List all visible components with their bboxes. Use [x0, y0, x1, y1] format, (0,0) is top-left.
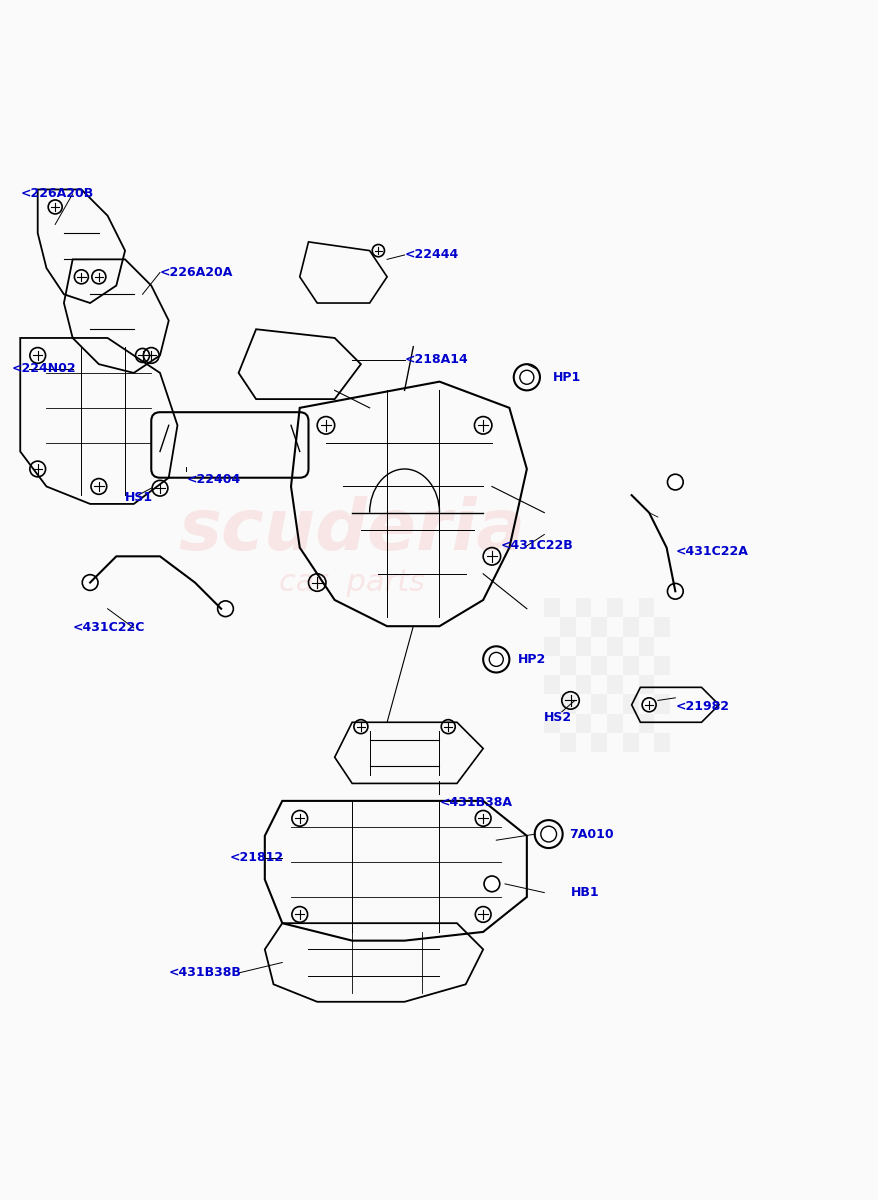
Bar: [591, 618, 607, 637]
Text: <224N02: <224N02: [11, 362, 76, 376]
Bar: [607, 637, 623, 656]
Text: HP1: HP1: [552, 371, 580, 384]
Circle shape: [519, 371, 533, 384]
Bar: [638, 714, 653, 733]
Text: <431C22C: <431C22C: [73, 622, 145, 635]
Text: <431C22A: <431C22A: [674, 546, 747, 558]
Bar: [543, 714, 559, 733]
Circle shape: [489, 653, 503, 666]
Bar: [559, 618, 575, 637]
Bar: [623, 695, 638, 714]
Bar: [559, 695, 575, 714]
Text: car  parts: car parts: [279, 568, 425, 598]
Text: scuderia: scuderia: [178, 496, 525, 565]
Bar: [653, 733, 669, 752]
Bar: [623, 733, 638, 752]
Bar: [638, 676, 653, 695]
Text: HS2: HS2: [543, 712, 572, 725]
Bar: [543, 637, 559, 656]
Bar: [575, 714, 591, 733]
Circle shape: [666, 474, 682, 490]
Bar: [607, 714, 623, 733]
Bar: [543, 676, 559, 695]
Bar: [543, 599, 559, 618]
Text: HB1: HB1: [570, 886, 599, 899]
Bar: [591, 656, 607, 676]
Circle shape: [666, 583, 682, 599]
Bar: [607, 676, 623, 695]
Bar: [653, 656, 669, 676]
Text: <226A20B: <226A20B: [20, 187, 93, 200]
Bar: [559, 733, 575, 752]
Text: <226A20A: <226A20A: [160, 266, 233, 278]
Circle shape: [484, 876, 500, 892]
Text: <431B38B: <431B38B: [169, 966, 241, 979]
Text: <22444: <22444: [404, 248, 458, 262]
Bar: [638, 599, 653, 618]
Text: 7A010: 7A010: [568, 828, 613, 840]
Bar: [591, 733, 607, 752]
Bar: [559, 656, 575, 676]
Circle shape: [218, 601, 233, 617]
Bar: [591, 695, 607, 714]
Circle shape: [540, 827, 556, 842]
Text: <22404: <22404: [186, 473, 241, 486]
Circle shape: [83, 575, 97, 590]
Bar: [575, 676, 591, 695]
Text: <431C22B: <431C22B: [500, 539, 572, 552]
Bar: [575, 637, 591, 656]
Text: <218A14: <218A14: [404, 353, 468, 366]
Bar: [653, 618, 669, 637]
Bar: [638, 637, 653, 656]
Text: HP2: HP2: [517, 653, 546, 666]
Text: <431B38A: <431B38A: [439, 796, 512, 809]
Text: <21812: <21812: [230, 851, 284, 864]
Bar: [653, 695, 669, 714]
Bar: [623, 618, 638, 637]
Bar: [623, 656, 638, 676]
Bar: [575, 599, 591, 618]
Text: <21982: <21982: [674, 700, 729, 713]
Text: HS1: HS1: [125, 491, 153, 504]
Bar: [607, 599, 623, 618]
